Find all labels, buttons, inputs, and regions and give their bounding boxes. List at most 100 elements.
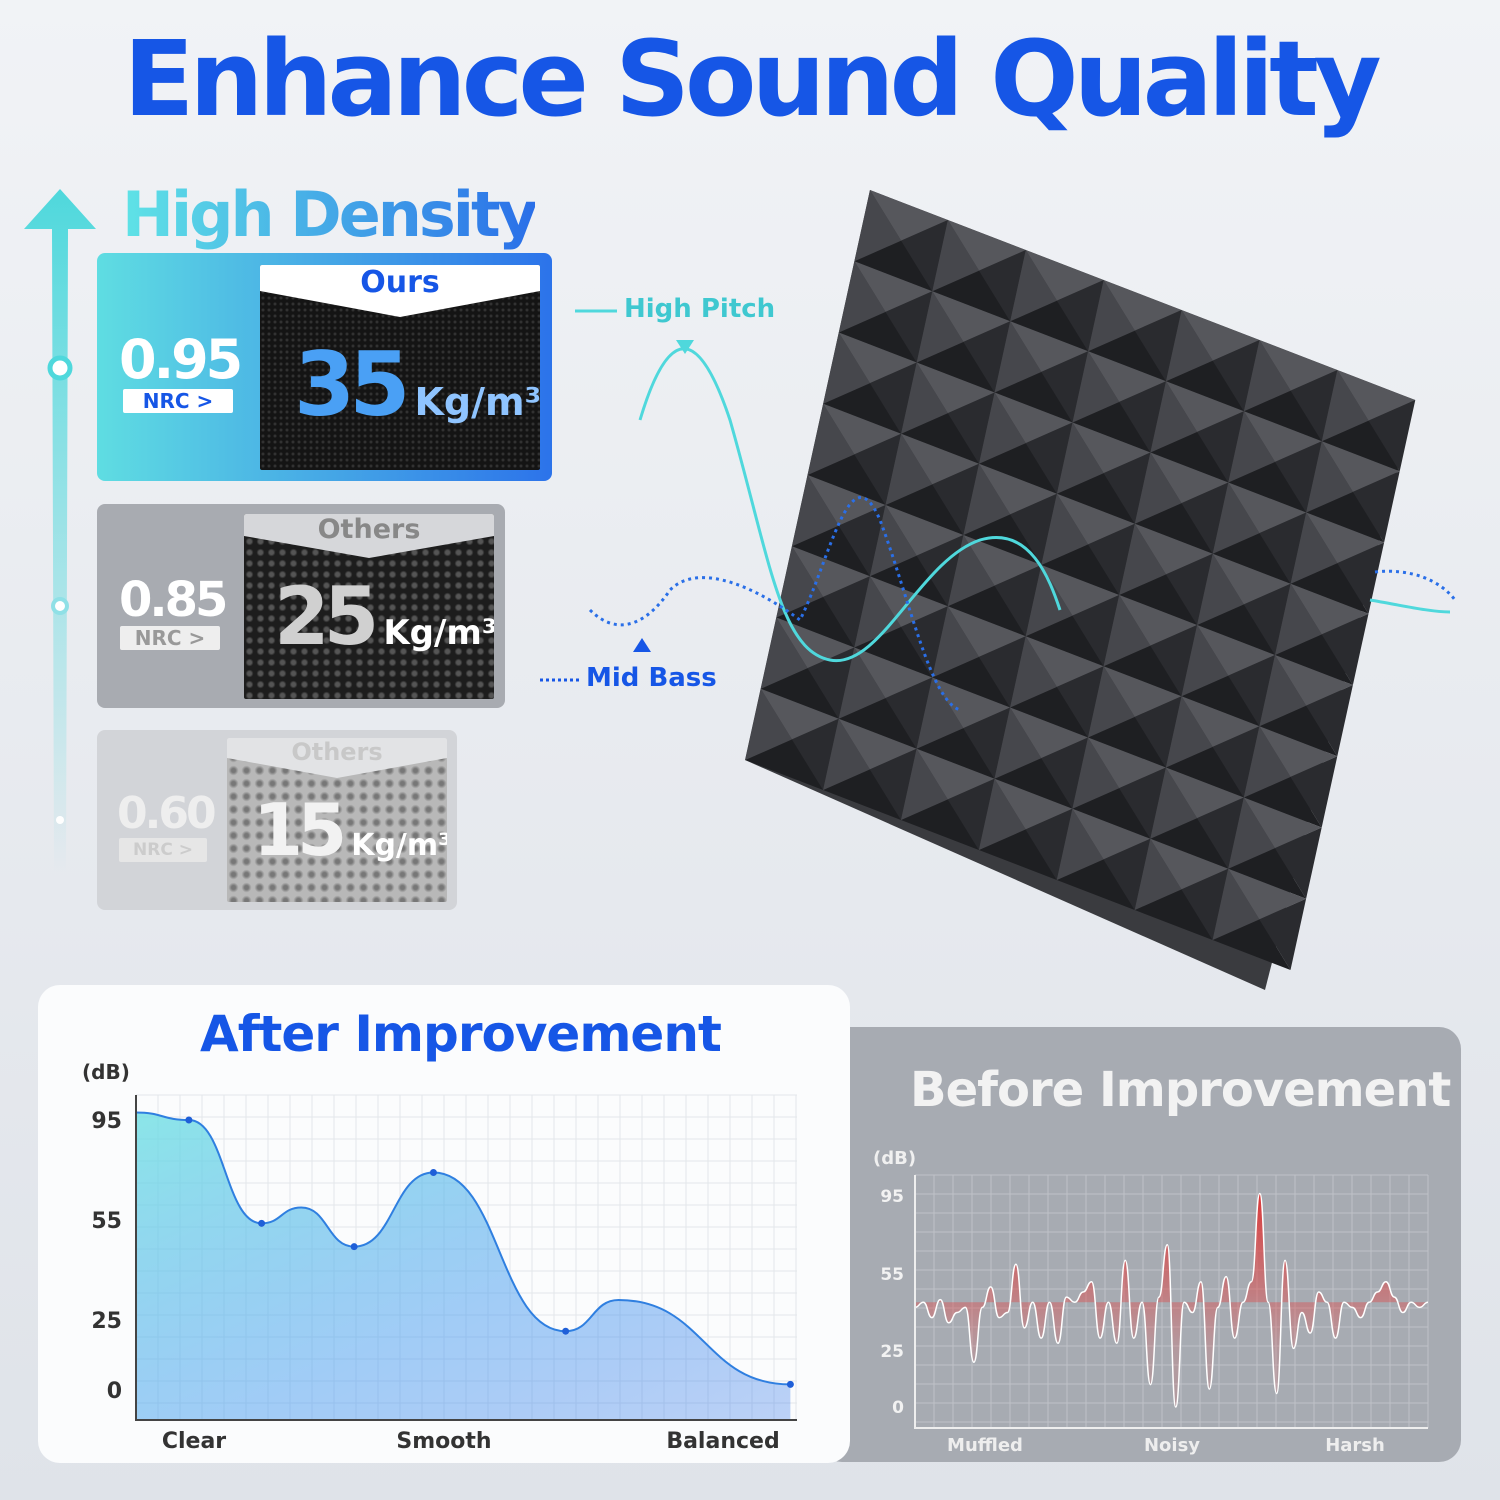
foam-pyramid-face: [1088, 716, 1166, 768]
foam-pyramid-face: [963, 321, 1011, 393]
foam-pyramid-face: [807, 475, 886, 526]
foam-pyramid-face: [1010, 250, 1057, 322]
foam-pyramid-face: [1103, 452, 1151, 524]
foam-pyramid-face: [869, 505, 917, 577]
foam-pyramid-face: [838, 698, 917, 749]
foam-pyramid-face: [1306, 491, 1385, 543]
foam-pyramid-face: [1259, 655, 1307, 727]
foam-pyramid-face: [1072, 808, 1151, 860]
before-improvement-panel: [820, 1027, 1461, 1462]
before-fill: [915, 1193, 1428, 1407]
mid-bass-wave: [588, 496, 961, 712]
nrc-value: 0.85: [119, 572, 228, 628]
foam-pyramid-face: [1166, 381, 1244, 432]
foam-pyramid-face: [823, 576, 870, 648]
foam-pyramid-face: [838, 332, 917, 384]
page-title: Enhance Sound Quality: [123, 18, 1381, 140]
mid-bass-label: Mid Bass: [586, 663, 717, 693]
foam-pyramid-face: [869, 555, 948, 607]
foam-pyramid-face: [1212, 919, 1291, 970]
foam-pyramid-face: [838, 718, 917, 770]
foam-pyramid-face: [869, 748, 917, 820]
foam-pyramid-face: [916, 362, 995, 414]
foam-pyramid-face: [1181, 868, 1229, 940]
foam-pyramid-face: [1212, 726, 1260, 798]
high-density-heading: High Density: [122, 178, 538, 251]
foam-pyramid-face: [1056, 473, 1135, 524]
foam-pyramid-face: [1056, 859, 1135, 910]
foam-pyramid-face: [963, 707, 1011, 779]
foam-pyramid-face: [932, 677, 1011, 729]
foam-pyramid-face: [1275, 583, 1322, 655]
high-pitch-wave: [638, 347, 1062, 663]
foam-pyramid-face: [745, 739, 824, 790]
y-tick-label: 95: [880, 1187, 904, 1207]
after-title: After Improvement: [200, 1005, 722, 1063]
foam-pyramid-face: [1337, 542, 1385, 614]
foam-pyramid-face: [1197, 411, 1244, 483]
data-point: [562, 1327, 570, 1335]
foam-pyramid-face: [1181, 482, 1229, 554]
foam-pyramid-face: [1072, 737, 1120, 809]
foam-pyramid-face: [932, 656, 1011, 708]
density-value: 35: [294, 333, 410, 436]
foam-pyramid-face: [1259, 726, 1338, 777]
foam-pyramid-face: [807, 647, 855, 719]
foam-pyramid-face: [1243, 390, 1322, 442]
data-point: [185, 1116, 193, 1124]
foam-pyramid-face: [1228, 868, 1307, 920]
foam-pyramid-face: [1072, 422, 1151, 474]
density-arrow: [24, 189, 96, 875]
foam-pyramid-face: [1134, 889, 1213, 940]
foam-pyramid-face: [1290, 563, 1369, 614]
foam-pyramid-face: [947, 220, 1026, 271]
foam-pyramid-face: [885, 433, 933, 505]
foam-pyramid-face: [1197, 625, 1276, 676]
foam-pyramid-face: [791, 718, 839, 790]
foam-pyramid-face: [994, 321, 1042, 393]
foam-pyramid-face: [979, 463, 1057, 515]
foam-pyramid-face: [1041, 737, 1089, 809]
foam-pyramid-face: [823, 769, 901, 820]
foam-pyramid-face: [1275, 441, 1322, 513]
foam-pyramid-face: [823, 403, 902, 455]
foam-pyramid-face: [1056, 666, 1104, 738]
foam-pyramid-face: [916, 291, 964, 363]
foam-pyramid-face: [1228, 411, 1276, 483]
before-ylabel: (dB): [873, 1148, 917, 1169]
foam-pyramid-face: [1150, 838, 1229, 890]
foam-pyramid-face: [1056, 280, 1104, 352]
foam-pyramid-face: [994, 758, 1073, 809]
foam-pyramid-face: [1212, 533, 1291, 584]
foam-pyramid-face: [776, 617, 855, 669]
foam-pyramid-face: [1025, 615, 1104, 667]
foam-pyramid-face: [1181, 310, 1260, 361]
foam-pyramid-face: [1088, 280, 1135, 352]
high-pitch-label: High Pitch: [624, 294, 776, 324]
foam-pyramid-face: [1072, 595, 1120, 667]
foam-pyramid-face: [1243, 583, 1291, 655]
foam-pyramid-face: [791, 525, 870, 577]
x-category-label: Harsh: [1325, 1435, 1385, 1456]
foam-pyramid-face: [1212, 868, 1260, 940]
foam-pyramid-face: [1337, 370, 1416, 421]
foam-pyramid-face: [776, 546, 824, 618]
foam-pyramid-face: [760, 688, 839, 740]
foam-pyramid-face: [1150, 625, 1198, 697]
foam-pyramid-face: [1056, 808, 1104, 880]
foam-pyramid-face: [1041, 493, 1089, 565]
foam-pyramid-face: [916, 341, 995, 393]
foam-pyramid-face: [854, 433, 902, 505]
foam-pyramid-face: [1150, 381, 1198, 453]
foam-pyramid-face: [1259, 340, 1338, 391]
foam-pyramid-face: [838, 311, 917, 363]
foam-pyramid-face: [1212, 482, 1260, 554]
density-unit: Kg/m³: [383, 613, 494, 653]
foam-pyramid-face: [1072, 788, 1151, 839]
foam-pyramid-face: [1010, 636, 1057, 708]
foam-pyramid-face: [1290, 370, 1338, 442]
foam-pyramid-face: [745, 688, 792, 760]
acoustic-foam-panel: [540, 190, 1457, 990]
foam-pyramid-face: [1150, 767, 1198, 839]
foam-pyramid-face: [947, 392, 995, 464]
